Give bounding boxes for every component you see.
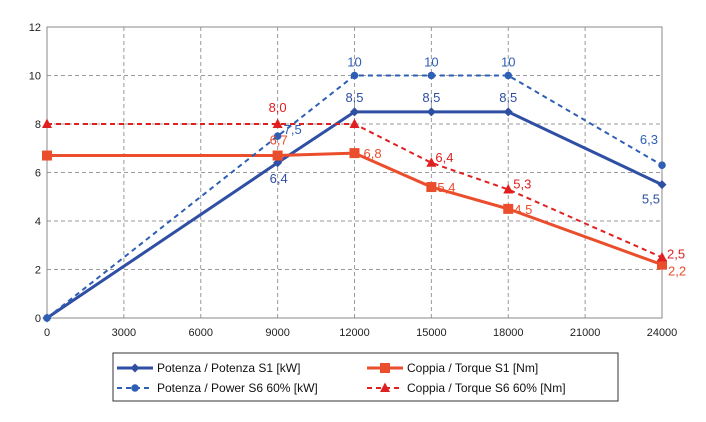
data-point-torque-s1 — [426, 182, 437, 193]
data-point-torque-s6 — [42, 118, 52, 128]
y-tick-label: 0 — [35, 313, 41, 325]
plot-area — [46, 26, 663, 319]
data-point-power-s1 — [657, 180, 667, 190]
data-label-power-s6: 7,5 — [284, 122, 302, 137]
data-point-torque-s1 — [657, 259, 667, 270]
legend-item-power-s1: Potenza / Potenza S1 [kW] — [117, 361, 300, 375]
data-point-power-s1 — [350, 107, 359, 117]
data-label-torque-s6: 8,0 — [269, 100, 287, 115]
data-label-torque-s6: 2,5 — [667, 246, 685, 261]
y-tick-label: 4 — [35, 216, 41, 228]
data-point-torque-s6 — [503, 183, 514, 194]
data-label-torque-s6: 5,3 — [513, 176, 531, 191]
series-markers — [42, 71, 667, 323]
data-point-power-s6 — [504, 71, 513, 80]
legend-item-power-s6: Potenza / Power S6 60% [kW] — [117, 381, 318, 395]
legend-item-torque-s1: Coppia / Torque S1 [Nm] — [367, 361, 538, 375]
x-tick-label: 21000 — [570, 327, 601, 339]
data-label-torque-s6: 6,4 — [435, 150, 453, 165]
series-line-power-s6 — [46, 74, 663, 319]
y-tick-label: 12 — [29, 22, 41, 34]
y-tick-label: 8 — [35, 119, 41, 131]
legend-label: Potenza / Power S6 60% [kW] — [157, 381, 318, 395]
data-label-power-s1: 5,5 — [642, 192, 660, 207]
series-line-power-s1 — [46, 110, 663, 320]
x-axis: 0 3000 6000 9000 12000 15000 18000 21000 24000 — [44, 327, 677, 339]
y-tick-label: 10 — [29, 71, 41, 83]
legend-label: Potenza / Potenza S1 [kW] — [157, 361, 300, 375]
data-label-power-s1: 8,5 — [422, 90, 440, 105]
data-point-power-s6 — [350, 71, 359, 80]
x-tick-label: 0 — [44, 327, 50, 339]
data-point-power-s1 — [503, 107, 513, 117]
data-point-power-s6 — [427, 71, 436, 80]
legend-item-torque-s6: Coppia / Torque S6 60% [Nm] — [367, 381, 566, 395]
legend-box — [112, 352, 619, 402]
data-point-torque-s6 — [272, 118, 283, 128]
legend-label: Coppia / Torque S1 [Nm] — [407, 361, 538, 375]
x-tick-label: 12000 — [339, 327, 370, 339]
data-point-power-s1 — [273, 158, 283, 168]
data-label-power-s6: 6,3 — [640, 132, 658, 147]
y-axis: 0 2 4 6 8 10 12 — [29, 22, 41, 325]
grid — [47, 27, 662, 318]
y-tick-label: 2 — [35, 265, 41, 277]
legend-marker — [130, 363, 140, 373]
data-label-torque-s1: 2,2 — [668, 264, 686, 279]
data-label-power-s6: 10 — [424, 55, 438, 70]
series-line-torque-s1 — [47, 151, 663, 267]
data-point-power-s1 — [426, 107, 436, 117]
x-tick-label: 3000 — [112, 327, 136, 339]
data-point-torque-s1 — [349, 148, 360, 159]
data-label-torque-s1: 4,5 — [514, 202, 532, 217]
x-tick-label: 9000 — [265, 327, 289, 339]
data-labels: 6,4 8,5 8,5 8,5 5,5 6,7 6,8 5,4 4,5 2,2 7,5 10 10 10 6… — [269, 55, 686, 279]
x-tick-label: 6000 — [189, 327, 213, 339]
x-tick-label: 15000 — [416, 327, 447, 339]
data-label-torque-s1: 5,4 — [437, 180, 455, 195]
x-tick-label: 18000 — [493, 327, 524, 339]
data-point-power-s6 — [43, 314, 51, 322]
series-line-torque-s6 — [47, 123, 663, 259]
legend: Potenza / Potenza S1 [kW] Coppia / Torque… — [112, 352, 619, 402]
data-label-power-s6: 10 — [347, 55, 361, 70]
data-point-torque-s6 — [657, 251, 667, 262]
data-label-power-s1: 8,5 — [499, 90, 517, 105]
data-label-power-s1: 6,4 — [270, 171, 288, 186]
y-tick-label: 6 — [35, 168, 41, 180]
series-lines — [46, 74, 663, 320]
data-point-torque-s1 — [503, 203, 514, 214]
legend-marker — [131, 384, 139, 392]
legend-marker — [380, 382, 390, 392]
data-point-torque-s1 — [272, 150, 283, 161]
legend-marker — [380, 363, 390, 373]
data-label-torque-s1: 6,7 — [270, 133, 288, 148]
legend-label: Coppia / Torque S6 60% [Nm] — [407, 381, 566, 395]
data-label-torque-s1: 6,8 — [364, 146, 382, 161]
data-point-torque-s6 — [349, 118, 360, 128]
data-label-power-s6: 10 — [501, 55, 515, 70]
data-label-power-s1: 8,5 — [345, 90, 363, 105]
data-point-power-s6 — [658, 161, 666, 170]
data-point-power-s6 — [273, 132, 282, 140]
data-point-torque-s1 — [42, 150, 52, 161]
x-tick-label: 24000 — [647, 327, 678, 339]
data-point-torque-s6 — [426, 157, 437, 167]
